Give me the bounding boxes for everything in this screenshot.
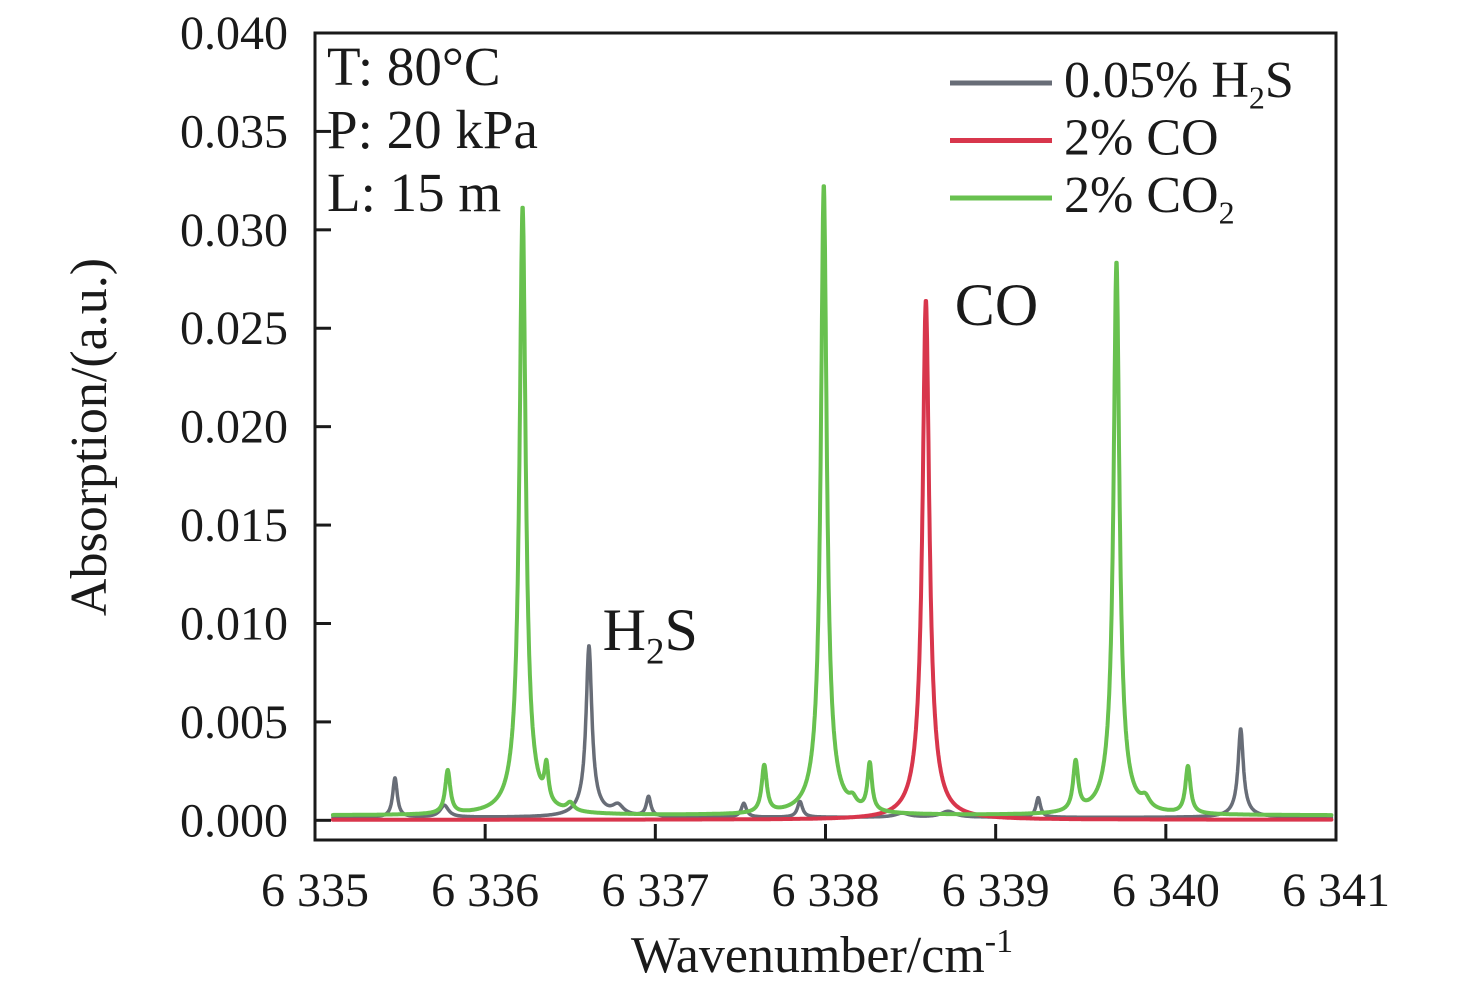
y-tick-label: 0.005 bbox=[180, 696, 288, 749]
axis-ticks bbox=[313, 31, 1338, 840]
x-tick-label: 6 340 bbox=[1112, 864, 1220, 917]
axis-tick-labels: 6 335 6 336 6 337 6 338 6 339 6 340 6 341 0.000… bbox=[180, 7, 1390, 917]
series-curves bbox=[330, 184, 1334, 822]
x-tick-label: 6 338 bbox=[772, 864, 880, 917]
condition-path-length: L: 15 m bbox=[327, 162, 501, 223]
y-tick-label: 0.025 bbox=[180, 302, 288, 355]
h2s-peak-label: H2S bbox=[603, 597, 698, 672]
conditions-annotation: T: 80°C P: 20 kPa L: 15 m bbox=[327, 36, 538, 223]
legend-item-co2: 2% CO2 bbox=[950, 167, 1235, 230]
y-axis-title: Absorption/(a.u.) bbox=[61, 258, 118, 616]
x-axis-title: Wavenumber/cm-1 bbox=[631, 923, 1013, 984]
legend-label-h2s: 0.05% H2S bbox=[1064, 52, 1294, 115]
x-tick-label: 6 339 bbox=[942, 864, 1050, 917]
legend-item-co: 2% CO bbox=[950, 110, 1219, 167]
y-tick-label: 0.000 bbox=[180, 794, 288, 847]
y-tick-label: 0.010 bbox=[180, 597, 288, 650]
co-peak-label: CO bbox=[955, 272, 1038, 338]
legend-item-h2s: 0.05% H2S bbox=[950, 52, 1294, 115]
x-tick-label: 6 337 bbox=[601, 864, 709, 917]
series-co2-line bbox=[330, 184, 1334, 818]
y-tick-label: 0.035 bbox=[180, 105, 288, 158]
series-co-line bbox=[330, 299, 1334, 822]
peak-annotations: H2S CO bbox=[603, 272, 1039, 672]
y-tick-label: 0.040 bbox=[180, 7, 288, 60]
x-tick-label: 6 335 bbox=[261, 864, 369, 917]
legend-label-co: 2% CO bbox=[1064, 110, 1219, 167]
x-tick-label: 6 341 bbox=[1282, 864, 1390, 917]
legend-label-co2: 2% CO2 bbox=[1064, 167, 1235, 230]
x-tick-label: 6 336 bbox=[431, 864, 539, 917]
y-tick-label: 0.020 bbox=[180, 401, 288, 454]
condition-temperature: T: 80°C bbox=[327, 36, 501, 97]
condition-pressure: P: 20 kPa bbox=[327, 99, 538, 160]
y-tick-label: 0.030 bbox=[180, 204, 288, 257]
plot-frame bbox=[313, 31, 1338, 842]
y-tick-label: 0.015 bbox=[180, 499, 288, 552]
